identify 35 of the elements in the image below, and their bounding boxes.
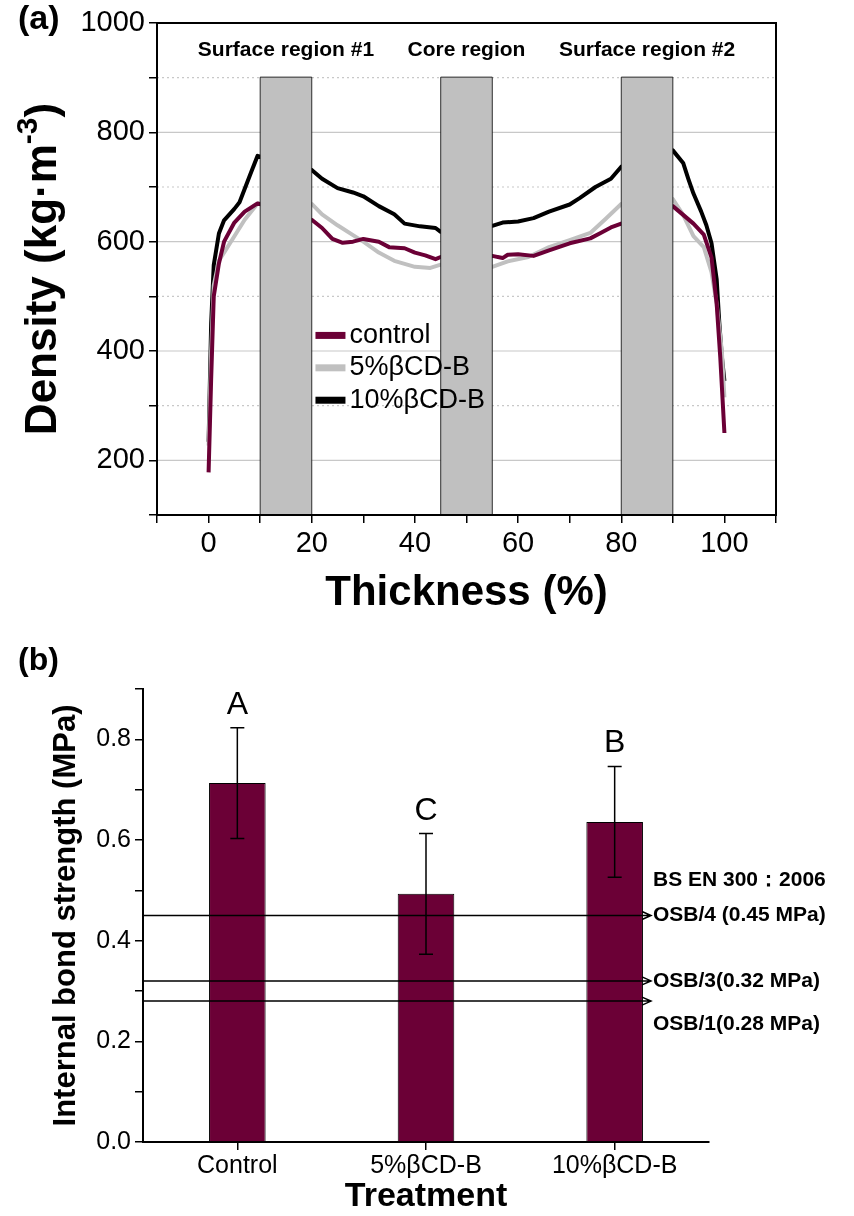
x-tick-label: 10%βCD-B	[551, 1149, 678, 1178]
y-axis-title: Internal bond strength (MPa)	[46, 704, 82, 1127]
ref-line-label: OSB/1(0.28 MPa)	[653, 1010, 820, 1034]
x-tick-label: 5%βCD-B	[370, 1149, 482, 1178]
text: (a)	[18, 0, 60, 37]
y-tick-label: 200	[96, 442, 145, 475]
x-tick-label: 60	[501, 526, 535, 559]
y-tick-label: 0.4	[96, 924, 132, 953]
y-tick-label: 600	[96, 223, 145, 256]
x-tick-label: 20	[295, 526, 328, 559]
legend-label: control	[349, 318, 431, 349]
band-label: Surface region #1	[197, 36, 375, 60]
band-label: Core region	[407, 36, 526, 60]
y-tick-label: 0.6	[96, 823, 131, 852]
y-tick-label: 0.0	[96, 1125, 131, 1154]
x-tick-label: 40	[398, 526, 432, 559]
y-tick-label: 0.8	[96, 723, 131, 752]
annotation: B	[603, 723, 626, 760]
x-axis-title: Thickness (%)	[325, 566, 608, 614]
x-tick-label: 0	[200, 526, 217, 559]
annotation: A	[226, 684, 249, 721]
ref-line-label: OSB/3(0.32 MPa)	[653, 967, 820, 991]
annotation: C	[414, 790, 438, 827]
text: (b)	[18, 640, 59, 677]
x-tick-label: Control	[197, 1149, 278, 1178]
y-tick-label: 400	[96, 333, 145, 365]
y-tick-label: 1000	[80, 5, 145, 37]
y-tick-label: 0.2	[96, 1025, 131, 1054]
y-tick-label: 800	[96, 114, 145, 147]
y-axis-title: Density (kg·m-3)	[9, 102, 66, 436]
ref-line-label: OSB/4 (0.45 MPa)	[653, 902, 826, 926]
text: BS EN 300：2006	[653, 867, 826, 891]
x-tick-label: 100	[700, 526, 749, 559]
x-tick-label: 80	[605, 526, 638, 559]
band-label: Surface region #2	[558, 36, 736, 60]
